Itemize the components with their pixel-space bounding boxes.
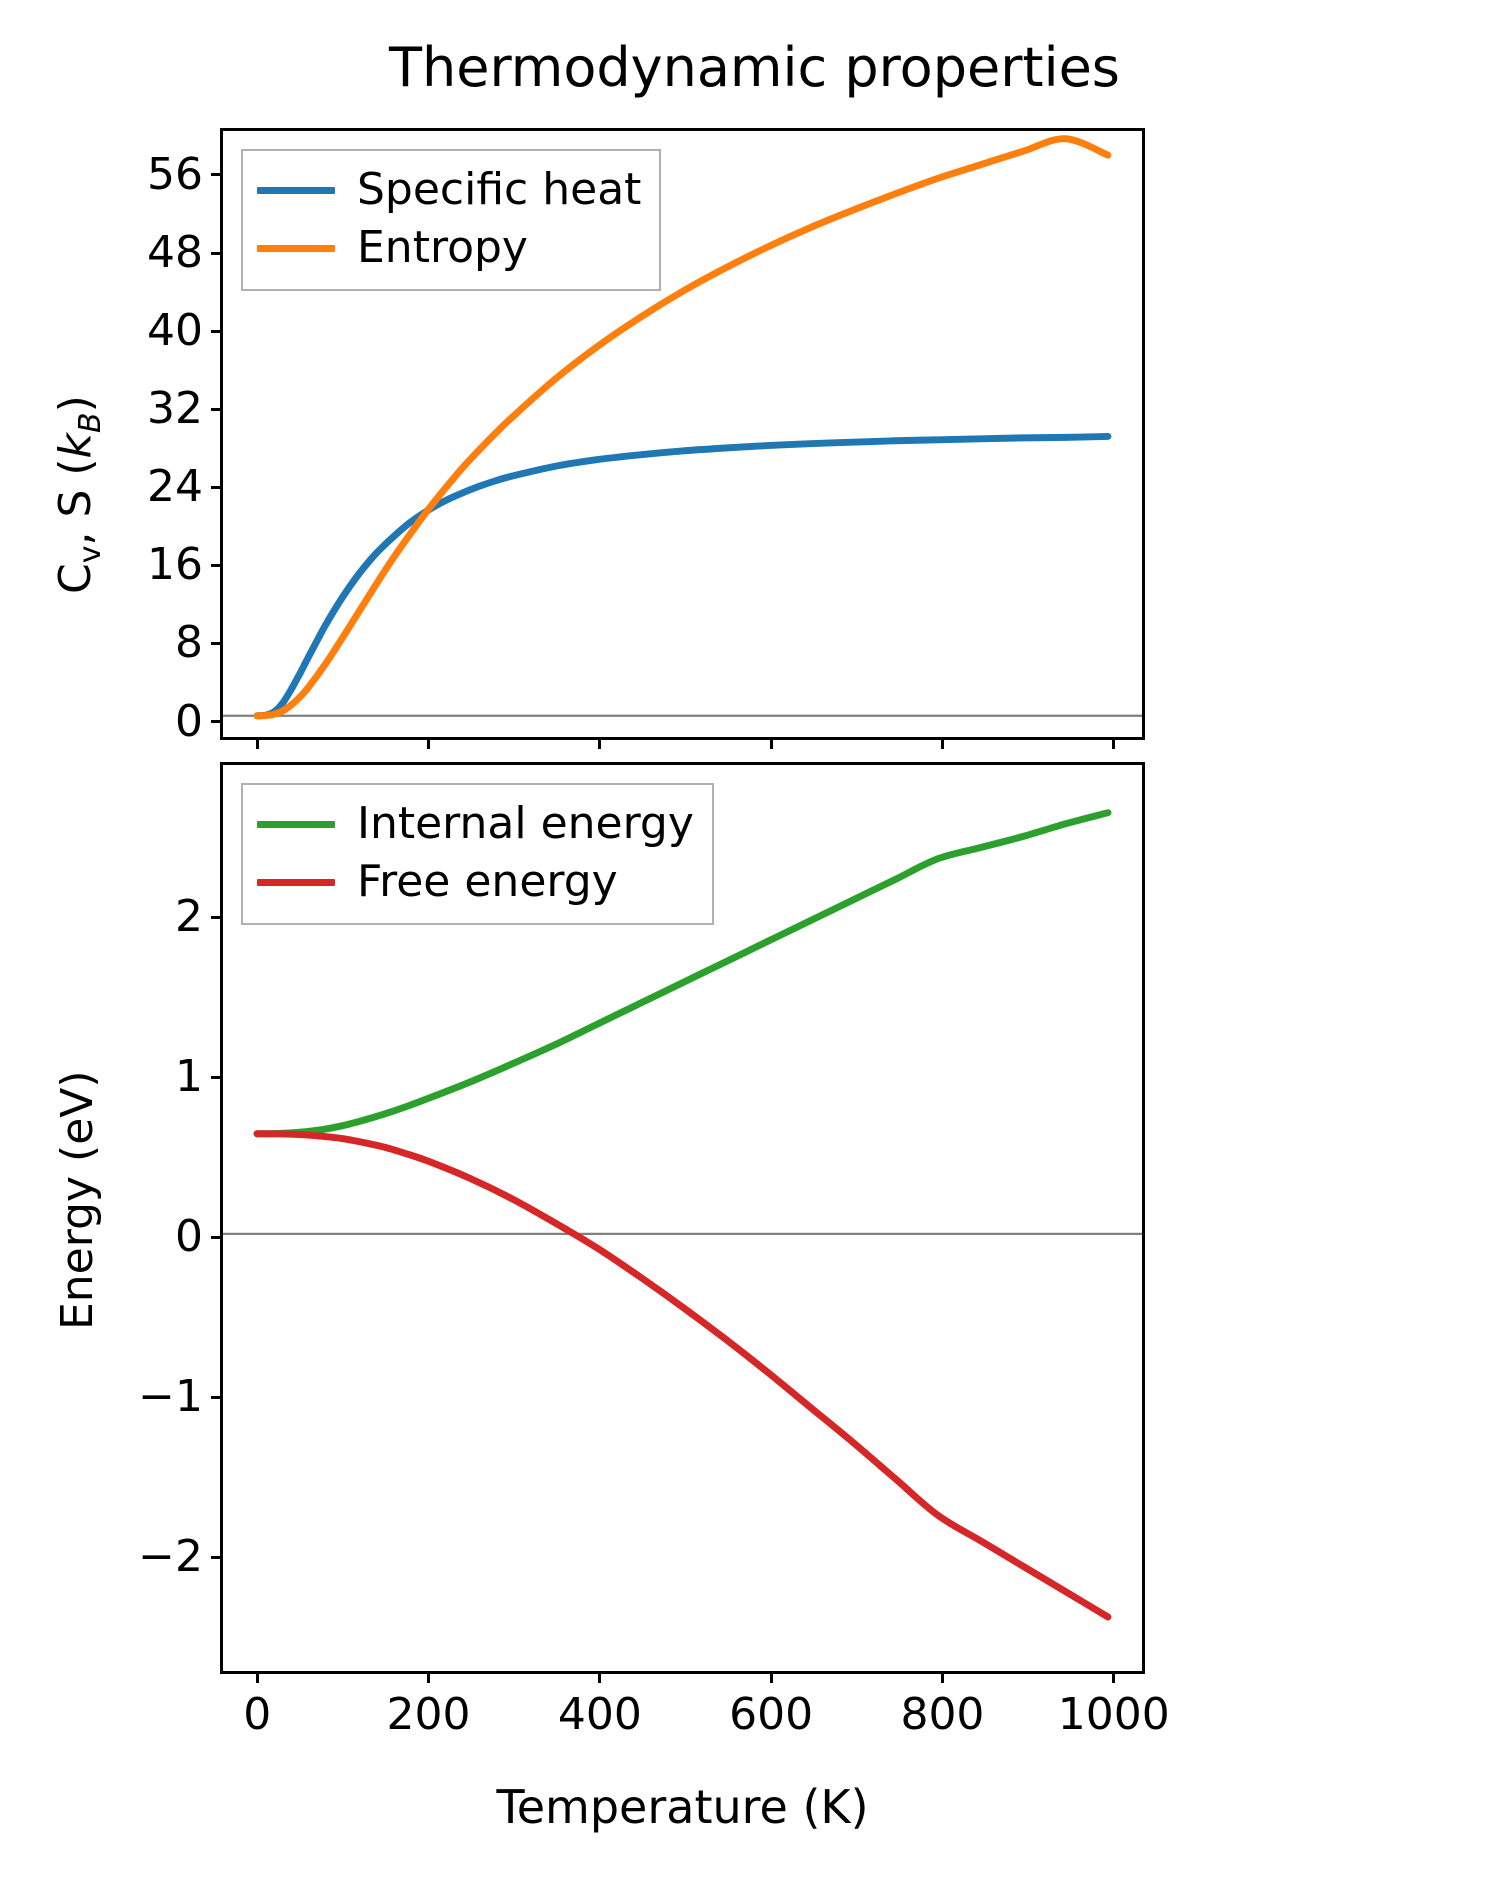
series-line-entropy bbox=[253, 135, 1112, 720]
x-tick-label: 1000 bbox=[1057, 1689, 1170, 1740]
x-tick-mark bbox=[940, 737, 944, 749]
x-tick-mark bbox=[1112, 737, 1116, 749]
y-tick-label: 0 bbox=[175, 1211, 203, 1262]
legend-item[interactable]: Specific heat bbox=[257, 161, 641, 219]
legend-swatch-specific-heat bbox=[257, 186, 335, 194]
x-tick-label: 400 bbox=[557, 1689, 642, 1740]
legend-item[interactable]: Entropy bbox=[257, 219, 641, 277]
legend-label-entropy: Entropy bbox=[357, 222, 528, 273]
x-tick-label: 200 bbox=[386, 1689, 471, 1740]
y-tick-mark bbox=[211, 251, 223, 255]
y-tick-label: 32 bbox=[147, 383, 203, 435]
y-tick-mark bbox=[211, 720, 223, 724]
y-tick-mark bbox=[211, 329, 223, 333]
page-title: Thermodynamic properties bbox=[389, 36, 1120, 99]
y-axis-label-top: Cv, S (kB) bbox=[50, 395, 108, 594]
y-tick-label: 24 bbox=[147, 461, 203, 513]
x-tick-mark bbox=[598, 737, 602, 749]
y-tick-label: −2 bbox=[138, 1531, 203, 1582]
legend-top-panel: Specific heat Entropy bbox=[241, 149, 662, 291]
series-line-internal-energy bbox=[253, 809, 1112, 1138]
y-tick-label: 56 bbox=[147, 148, 203, 200]
x-tick-label: 800 bbox=[900, 1689, 985, 1740]
y-tick-label: 0 bbox=[175, 695, 203, 747]
y-tick-mark bbox=[211, 407, 223, 411]
legend-item[interactable]: Free energy bbox=[257, 853, 694, 911]
y-tick-mark bbox=[211, 1075, 223, 1079]
y-tick-label: 48 bbox=[147, 227, 203, 278]
x-tick-mark bbox=[255, 1671, 259, 1683]
x-tick-mark bbox=[940, 1671, 944, 1683]
series-line-free-energy bbox=[253, 1130, 1112, 1621]
y-tick-label: −1 bbox=[138, 1371, 203, 1422]
y-tick-label: 8 bbox=[175, 617, 203, 669]
x-tick-mark bbox=[427, 737, 431, 749]
y-tick-mark bbox=[211, 1555, 223, 1559]
x-tick-mark bbox=[769, 737, 773, 749]
y-axis-label-bottom: Energy (eV) bbox=[52, 1070, 103, 1330]
x-tick-mark bbox=[427, 1671, 431, 1683]
y-tick-mark bbox=[211, 915, 223, 919]
y-tick-mark bbox=[211, 1235, 223, 1239]
legend-item[interactable]: Internal energy bbox=[257, 795, 694, 853]
legend-label-specific-heat: Specific heat bbox=[357, 164, 642, 215]
x-tick-mark bbox=[1112, 1671, 1116, 1683]
y-tick-label: 2 bbox=[175, 891, 203, 942]
legend-label-free-energy: Free energy bbox=[357, 856, 618, 907]
x-tick-mark bbox=[598, 1671, 602, 1683]
x-tick-label: 0 bbox=[243, 1689, 272, 1740]
x-tick-mark bbox=[255, 737, 259, 749]
legend-swatch-internal-energy bbox=[257, 820, 335, 828]
ylabel-cv-c: C bbox=[50, 563, 101, 594]
y-tick-mark bbox=[211, 563, 223, 567]
y-tick-mark bbox=[211, 485, 223, 489]
x-tick-label: 600 bbox=[729, 1689, 814, 1740]
axes-top-panel: 0 8 16 24 32 40 48 56 Specific heat Entropy bbox=[147, 128, 1145, 749]
y-tick-label: 1 bbox=[175, 1051, 203, 1102]
x-axis-label: Temperature (K) bbox=[496, 1780, 869, 1834]
y-tick-label: 40 bbox=[147, 305, 203, 357]
legend-label-internal-energy: Internal energy bbox=[357, 798, 694, 849]
series-line-specific-heat bbox=[253, 432, 1112, 720]
x-tick-mark bbox=[769, 1671, 773, 1683]
y-tick-mark bbox=[211, 641, 223, 645]
plot-area-top bbox=[223, 135, 1142, 720]
ylabel-mid: , S ( bbox=[50, 458, 101, 546]
ylabel-kb-k: k bbox=[50, 432, 101, 459]
y-tick-mark bbox=[211, 1395, 223, 1399]
y-tick-mark bbox=[211, 173, 223, 177]
y-tick-label: 16 bbox=[147, 539, 203, 591]
legend-swatch-entropy bbox=[257, 244, 335, 252]
plot-area-bottom bbox=[223, 809, 1142, 1621]
axes-bottom-panel: 2 1 0 −1 −2 0 200 400 600 800 1000 Internal energ… bbox=[138, 762, 1170, 1737]
legend-swatch-free-energy bbox=[257, 878, 335, 886]
ylabel-post: ) bbox=[50, 395, 101, 413]
ylabel-cv-subscript: v bbox=[72, 545, 108, 564]
legend-bottom-panel: Internal energy Free energy bbox=[241, 783, 714, 925]
ylabel-kb-subscript: B bbox=[72, 412, 108, 433]
